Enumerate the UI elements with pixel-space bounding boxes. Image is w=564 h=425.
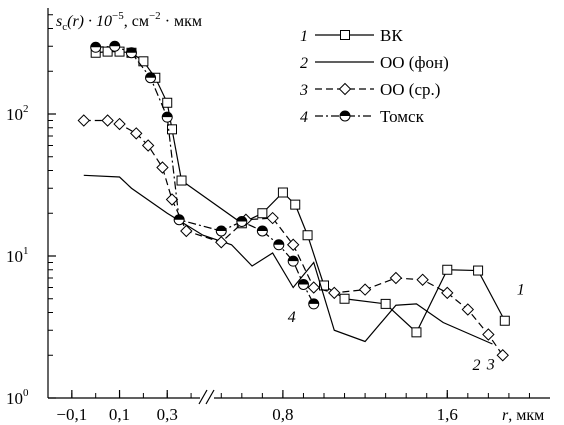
data-point [161, 111, 173, 123]
data-point [257, 208, 268, 219]
y-tick-label: 102 [6, 103, 29, 124]
series-end-label: 2 [472, 357, 480, 374]
data-point [358, 283, 372, 296]
legend-label: ВК [380, 26, 403, 45]
data-point [411, 327, 422, 338]
series-4: 4 [90, 40, 320, 326]
data-point [130, 127, 143, 140]
x-tick-label: 0,3 [157, 405, 178, 424]
data-point [273, 239, 285, 251]
series-end-label: 4 [288, 309, 296, 326]
legend-number: 3 [299, 82, 308, 99]
data-point [287, 255, 299, 267]
legend-marker [339, 110, 351, 122]
data-point [215, 225, 227, 237]
data-point [496, 349, 509, 362]
y-tick-label: 101 [6, 245, 29, 266]
data-point [307, 281, 320, 294]
data-point [77, 114, 90, 127]
data-point [215, 236, 228, 249]
x-tick-label: 0,1 [109, 405, 130, 424]
legend-number: 2 [300, 55, 308, 72]
series-line [83, 174, 493, 345]
legend: 1 ВК 2 ОО (фон) 3 ОО (ср.) 4 Томск [299, 26, 449, 126]
legend-number: 4 [300, 109, 308, 126]
data-point [473, 265, 484, 276]
data-point [380, 298, 391, 309]
y-axis-label: sc(r) · 10−5, см−2 · мкм [56, 10, 202, 33]
data-point [176, 175, 187, 186]
data-point [277, 187, 288, 198]
data-point [416, 273, 429, 286]
data-point [328, 286, 341, 300]
tick-labels: 100 101 102 −0,1 0,1 0,3 0,8 1,6 [6, 103, 458, 424]
data-point [101, 114, 114, 127]
legend-marker [338, 82, 352, 96]
legend-marker [340, 30, 350, 40]
legend-label: Томск [380, 107, 425, 126]
data-point [156, 161, 169, 174]
data-point [482, 328, 495, 341]
x-tick-label: 1,6 [437, 405, 458, 424]
legend-label: ОО (ср.) [380, 80, 440, 99]
data-point [441, 286, 454, 300]
y-tick-label: 100 [6, 387, 29, 408]
data-point [173, 214, 185, 226]
series-end-label: 3 [486, 356, 495, 373]
data-point [125, 47, 137, 59]
data-point [90, 41, 102, 53]
data-point [141, 139, 155, 152]
data-point [256, 225, 268, 237]
data-point [266, 211, 279, 225]
data-point [302, 230, 313, 241]
axis-ticks [47, 14, 530, 399]
x-tick-label: 0,8 [272, 405, 293, 424]
legend-label: ОО (фон) [380, 53, 449, 72]
series-line [95, 45, 315, 305]
series-end-label: 1 [517, 282, 525, 299]
data-point [236, 215, 248, 227]
plot-frame [47, 8, 550, 399]
data-point [109, 40, 121, 52]
data-point [165, 193, 179, 206]
legend-entry: 2 ОО (фон) [300, 53, 449, 72]
legend-number: 1 [300, 28, 308, 45]
data-point [442, 264, 453, 275]
data-point [461, 303, 475, 316]
data-point [290, 199, 301, 210]
series-layer: 12 34 [77, 40, 525, 374]
axis-break [198, 389, 215, 405]
data-point [308, 298, 320, 310]
data-point [113, 117, 126, 131]
data-point [145, 72, 157, 84]
data-point [499, 315, 510, 326]
data-point [167, 124, 177, 135]
x-axis-label: r, мкм [502, 407, 544, 424]
data-point [339, 293, 350, 304]
data-point [138, 56, 149, 67]
data-point [162, 97, 173, 108]
legend-entry: 1 ВК [300, 26, 403, 45]
legend-entry: 3 ОО (ср.) [299, 80, 440, 99]
series-3: 3 [77, 114, 509, 373]
data-point [389, 271, 403, 285]
x-tick-label: −0,1 [56, 405, 87, 424]
series-line [83, 119, 504, 356]
series-2: 2 [83, 174, 493, 374]
data-point [297, 278, 309, 290]
data-point [286, 238, 300, 251]
legend-entry: 4 Томск [300, 107, 425, 126]
data-point [180, 224, 193, 238]
